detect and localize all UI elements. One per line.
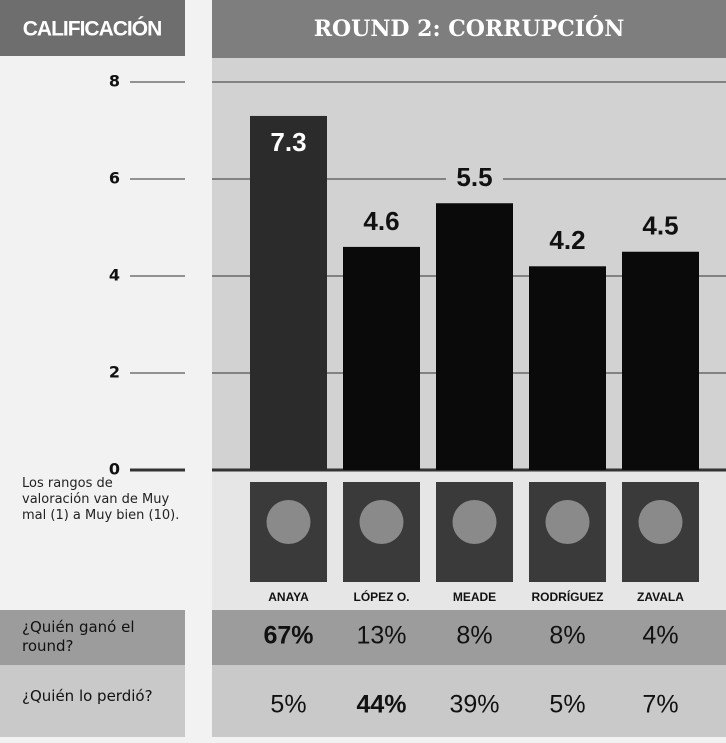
table-cell: 8% — [456, 622, 492, 650]
y-tick-label: 8 — [109, 72, 120, 91]
photo-face — [359, 500, 404, 544]
table-cell: 8% — [549, 622, 585, 650]
axis-title-band — [0, 0, 185, 56]
label-bg — [353, 204, 410, 239]
value-label: 5.5 — [456, 162, 492, 192]
title-band — [212, 0, 726, 58]
label-bg — [539, 224, 596, 259]
x-tick-label: MEADE — [453, 590, 496, 604]
note: Los rangos de valoración van de Muy mal … — [22, 476, 180, 523]
table-cell: 39% — [449, 691, 499, 719]
value-label: 4.2 — [549, 225, 585, 255]
table-cell: 5% — [549, 691, 585, 719]
row-label: ¿Quién ganó el round? — [22, 618, 135, 655]
value-label: 4.5 — [642, 211, 678, 241]
gutter — [185, 0, 212, 743]
label-bg — [632, 209, 689, 244]
value-label: 4.6 — [363, 206, 399, 236]
photo-face — [452, 500, 497, 544]
table-cell: 7% — [642, 691, 678, 719]
table-cell: 5% — [270, 691, 306, 719]
row-bg — [0, 610, 726, 665]
chart-title: ROUND 2: CORRUPCIÓN — [314, 15, 625, 42]
x-tick-label: ANAYA — [268, 590, 309, 604]
row-label: ¿Quién lo perdió? — [22, 687, 153, 705]
bar — [436, 203, 513, 470]
bar — [250, 115, 327, 470]
photo-face — [545, 500, 590, 544]
axis-title: CALIFICACIÓN — [23, 17, 162, 41]
table-cell: 67% — [263, 622, 313, 650]
y-tick-label: 2 — [109, 363, 120, 382]
table-cell: 44% — [356, 691, 406, 719]
bar — [529, 266, 606, 470]
table-cell: 13% — [356, 622, 406, 650]
y-tick-label: 4 — [109, 266, 120, 285]
label-bg — [446, 161, 503, 196]
bar — [622, 251, 699, 470]
x-tick-label: LÓPEZ O. — [353, 589, 409, 604]
bar — [343, 246, 420, 470]
photo-face — [266, 500, 311, 544]
x-tick-label: ZAVALA — [637, 590, 684, 604]
y-tick-label: 6 — [109, 169, 120, 188]
y-tick-label: 0 — [109, 460, 120, 479]
value-label: 7.3 — [270, 127, 306, 157]
row-bg — [0, 665, 726, 737]
x-tick-label: RODRÍGUEZ — [532, 589, 604, 604]
photo-face — [638, 500, 683, 544]
table-cell: 4% — [642, 622, 678, 650]
